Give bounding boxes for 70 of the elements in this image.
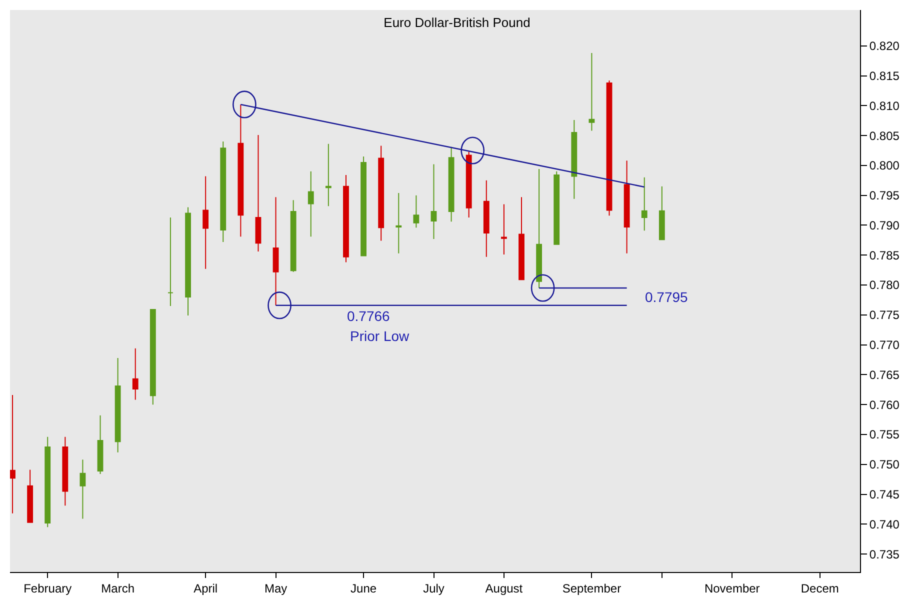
x-tick-label: July <box>423 581 444 596</box>
candlestick <box>658 186 665 240</box>
candlestick <box>606 80 612 216</box>
candlestick <box>238 104 244 238</box>
candlestick <box>360 156 366 256</box>
candlestick <box>430 164 437 240</box>
candlestick <box>588 52 595 132</box>
candlestick <box>290 200 296 272</box>
candlestick <box>220 141 226 242</box>
candlestick <box>466 151 472 218</box>
y-tick-label: 0.820 <box>869 39 900 54</box>
candlestick <box>132 348 138 400</box>
candlestick <box>62 436 68 506</box>
x-tick-label: June <box>350 581 377 596</box>
y-tick-label: 0.765 <box>869 368 900 382</box>
y-tick-label: 0.815 <box>869 68 900 83</box>
y-tick-label: 0.790 <box>869 218 900 232</box>
y-tick-label: 0.760 <box>869 398 900 412</box>
annotation: 0.7795 <box>645 289 688 305</box>
x-tick-label: May <box>264 581 288 596</box>
candlestick <box>641 176 648 232</box>
candlestick <box>501 204 507 256</box>
y-tick-label: 0.770 <box>869 338 900 352</box>
y-tick-label: 0.745 <box>869 487 900 502</box>
candlestick <box>97 414 104 474</box>
chart-title: Euro Dollar-British Pound <box>384 14 530 30</box>
x-tick-label: August <box>485 581 524 596</box>
candlestick <box>272 196 279 306</box>
x-tick-label: November <box>704 581 760 596</box>
candlestick <box>343 174 349 263</box>
y-tick-label: 0.775 <box>869 308 900 322</box>
candlestick <box>325 143 332 207</box>
y-tick-label: 0.785 <box>869 248 900 262</box>
candlestick <box>448 146 454 222</box>
candlestick <box>378 145 384 242</box>
y-tick-label: 0.780 <box>869 278 900 292</box>
y-tick-label: 0.750 <box>869 458 900 472</box>
y-tick-label: 0.795 <box>869 188 900 203</box>
candlestick <box>10 394 16 514</box>
candlestick <box>624 160 630 254</box>
x-tick-label: Decem <box>800 581 839 596</box>
candlestick <box>150 309 156 406</box>
candlestick <box>27 469 34 523</box>
candlestick <box>483 180 490 258</box>
y-tick-label: 0.805 <box>869 128 900 143</box>
candlestick <box>185 206 191 316</box>
candlestick <box>168 216 174 306</box>
candlestick <box>80 459 86 520</box>
annotation: 0.7766 <box>347 308 390 324</box>
candlestick <box>536 168 542 289</box>
candlestick <box>255 134 262 252</box>
candlestick <box>114 357 121 453</box>
y-tick-label: 0.735 <box>869 547 900 562</box>
candlestick <box>554 170 560 245</box>
candlestick <box>308 170 314 238</box>
x-tick-label: February <box>24 581 72 596</box>
y-tick-label: 0.740 <box>869 517 900 532</box>
candlestick <box>396 192 402 254</box>
x-tick-label: April <box>194 581 218 596</box>
y-tick-label: 0.810 <box>869 98 900 113</box>
candlestick <box>413 194 420 228</box>
annotation: Prior Low <box>350 328 410 344</box>
y-tick-label: 0.800 <box>869 158 900 173</box>
candlestick <box>518 196 524 280</box>
y-tick-label: 0.755 <box>869 428 900 442</box>
x-tick-label: September <box>562 581 622 596</box>
x-tick-label: March <box>101 581 134 596</box>
candlestick <box>571 120 578 200</box>
candlestick <box>44 436 51 528</box>
candlestick <box>202 176 209 270</box>
